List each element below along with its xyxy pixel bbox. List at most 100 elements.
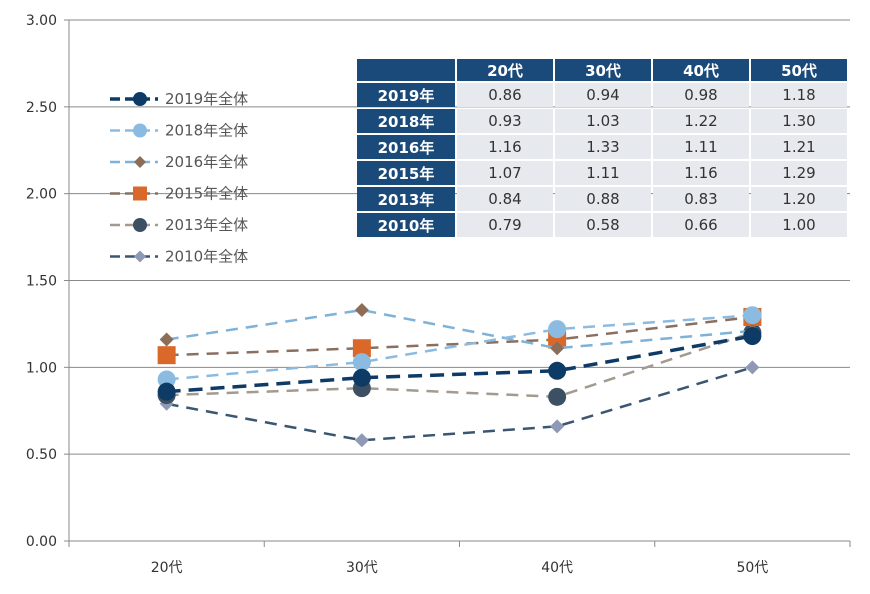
table-cell: 0.93 bbox=[457, 109, 553, 133]
x-tick-label: 40代 bbox=[541, 560, 573, 576]
series-line bbox=[166, 334, 753, 394]
data-point bbox=[157, 382, 176, 401]
table-cell: 1.29 bbox=[751, 161, 847, 185]
series-line bbox=[166, 308, 753, 350]
table-row: 2019年 0.86 0.94 0.98 1.18 bbox=[357, 83, 847, 107]
legend-label: 2013年全体 bbox=[165, 216, 248, 234]
series-lines bbox=[157, 303, 762, 448]
x-tick-label: 30代 bbox=[346, 560, 378, 576]
table-cell: 1.07 bbox=[457, 161, 553, 185]
table-row: 2015年 1.07 1.11 1.16 1.29 bbox=[357, 161, 847, 185]
data-point bbox=[354, 303, 369, 318]
table-cell: 0.88 bbox=[555, 187, 651, 211]
data-point bbox=[354, 433, 369, 448]
table-header-20s: 20代 bbox=[457, 59, 553, 81]
series-2015年全体 bbox=[157, 307, 762, 365]
series-2018年全体 bbox=[157, 306, 762, 389]
table-header-30s: 30代 bbox=[555, 59, 651, 81]
legend-marker bbox=[133, 186, 147, 201]
legend: 2019年全体 2018年全体 2016年全体 2015年全体 2013年全体 2010年… bbox=[110, 90, 248, 266]
table-header-50s: 50代 bbox=[751, 59, 847, 81]
legend-label: 2010年全体 bbox=[165, 248, 248, 266]
table-cell: 1.20 bbox=[751, 187, 847, 211]
legend-item: 2013年全体 bbox=[110, 216, 248, 234]
table-cell: 1.11 bbox=[653, 135, 749, 159]
y-tick-label: 1.00 bbox=[26, 360, 57, 376]
data-point bbox=[550, 419, 565, 434]
table-cell: 0.79 bbox=[457, 213, 553, 237]
y-tick-label: 3.00 bbox=[26, 13, 57, 29]
y-tick-label: 0.50 bbox=[26, 447, 57, 463]
x-tick-label: 50代 bbox=[736, 560, 768, 576]
series-line bbox=[166, 366, 753, 442]
series-2016年全体 bbox=[159, 303, 760, 356]
series-2013年全体 bbox=[157, 323, 762, 406]
table-row: 2010年 0.79 0.58 0.66 1.00 bbox=[357, 213, 847, 237]
series-2019年全体 bbox=[157, 327, 762, 401]
table-corner-cell bbox=[357, 59, 455, 81]
table-row-label: 2016年 bbox=[357, 135, 455, 159]
series-line bbox=[166, 313, 753, 381]
table-row-label: 2019年 bbox=[357, 83, 455, 107]
data-point bbox=[550, 341, 565, 356]
table-row-label: 2010年 bbox=[357, 213, 455, 237]
table-cell: 0.94 bbox=[555, 83, 651, 107]
legend-marker bbox=[133, 218, 147, 232]
legend-label: 2016年全体 bbox=[165, 153, 248, 171]
table-row-label: 2015年 bbox=[357, 161, 455, 185]
table-cell: 0.66 bbox=[653, 213, 749, 237]
legend-label: 2015年全体 bbox=[165, 185, 248, 203]
legend-item: 2015年全体 bbox=[110, 185, 248, 203]
table-cell: 0.58 bbox=[555, 213, 651, 237]
table-cell: 0.84 bbox=[457, 187, 553, 211]
data-point bbox=[157, 346, 176, 365]
series-line bbox=[166, 331, 753, 399]
data-point bbox=[352, 368, 371, 387]
table-cell: 1.11 bbox=[555, 161, 651, 185]
table-row-label: 2018年 bbox=[357, 109, 455, 133]
legend-marker bbox=[133, 123, 147, 138]
table-cell: 0.86 bbox=[457, 83, 553, 107]
x-tick-label: 20代 bbox=[151, 560, 183, 576]
y-tick-label: 2.50 bbox=[26, 100, 57, 116]
data-point bbox=[743, 327, 762, 346]
legend-item: 2019年全体 bbox=[110, 90, 248, 108]
table-row: 2016年 1.16 1.33 1.11 1.21 bbox=[357, 135, 847, 159]
table-cell: 1.18 bbox=[751, 83, 847, 107]
data-point bbox=[745, 360, 760, 375]
table-cell: 1.00 bbox=[751, 213, 847, 237]
table-cell: 1.16 bbox=[457, 135, 553, 159]
table-cell: 0.83 bbox=[653, 187, 749, 211]
data-point bbox=[352, 339, 371, 358]
data-point bbox=[548, 320, 567, 339]
data-point bbox=[352, 353, 371, 372]
y-tick-label: 0.00 bbox=[26, 534, 57, 550]
data-point bbox=[159, 332, 174, 347]
y-tick-label: 1.50 bbox=[26, 274, 57, 290]
legend-marker bbox=[134, 156, 146, 168]
series-line bbox=[166, 315, 753, 357]
y-tick-label: 2.00 bbox=[26, 187, 57, 203]
table-cell: 1.03 bbox=[555, 109, 651, 133]
table-header-row: 20代 30代 40代 50代 bbox=[357, 59, 847, 81]
data-table: 20代 30代 40代 50代 2019年 0.86 0.94 0.98 1.1… bbox=[355, 57, 849, 239]
table-cell: 1.16 bbox=[653, 161, 749, 185]
data-point bbox=[743, 306, 762, 325]
table-cell: 1.22 bbox=[653, 109, 749, 133]
legend-marker bbox=[133, 92, 147, 106]
table-row: 2013年 0.84 0.88 0.83 1.20 bbox=[357, 187, 847, 211]
data-point bbox=[548, 361, 567, 380]
data-point bbox=[548, 387, 567, 406]
table-row-label: 2013年 bbox=[357, 187, 455, 211]
table-cell: 0.98 bbox=[653, 83, 749, 107]
legend-item: 2010年全体 bbox=[110, 248, 248, 266]
legend-item: 2016年全体 bbox=[110, 153, 248, 171]
legend-label: 2019年全体 bbox=[165, 90, 248, 108]
table-row: 2018年 0.93 1.03 1.22 1.30 bbox=[357, 109, 847, 133]
legend-marker bbox=[134, 250, 146, 263]
table-header-40s: 40代 bbox=[653, 59, 749, 81]
table-cell: 1.33 bbox=[555, 135, 651, 159]
legend-item: 2018年全体 bbox=[110, 122, 248, 140]
